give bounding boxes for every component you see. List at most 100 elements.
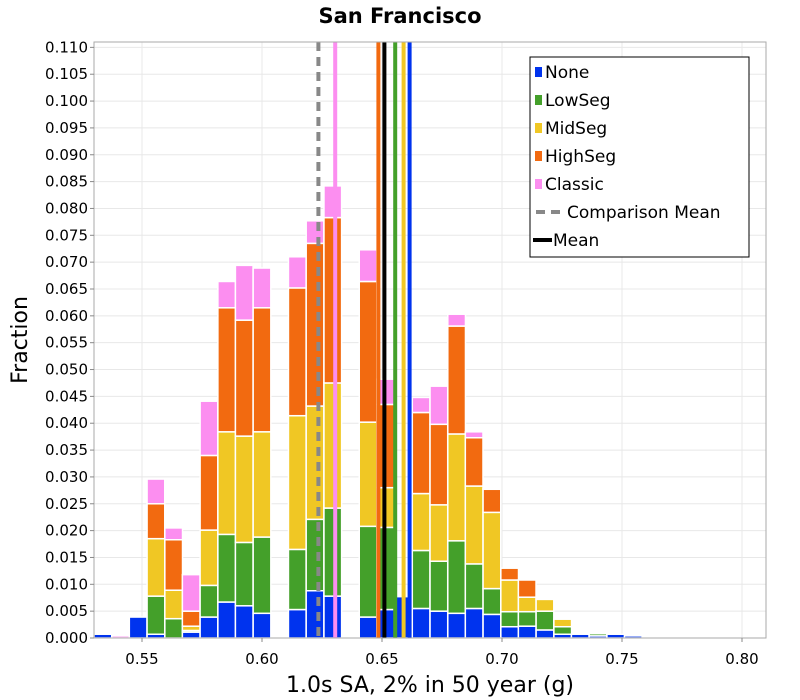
bar-classic-20 <box>447 313 467 327</box>
bar-lowseg-12 <box>305 518 325 592</box>
x-tick-label: 0.65 <box>365 650 398 668</box>
bar-none-6 <box>199 616 219 639</box>
bar-none-25 <box>535 629 555 639</box>
legend-label-classic: Classic <box>545 175 604 195</box>
legend-swatch-none <box>535 67 542 77</box>
bar-highseg-15 <box>358 280 378 423</box>
bar-highseg-22 <box>482 488 502 514</box>
bar-none-23 <box>500 625 520 639</box>
y-tick-label: 0.100 <box>45 92 88 110</box>
bar-none-18 <box>411 607 431 639</box>
bar-midseg-13 <box>323 382 343 509</box>
y-tick-label: 0.005 <box>45 602 88 620</box>
x-axis-label: 1.0s SA, 2% in 50 year (g) <box>286 673 574 698</box>
bar-midseg-20 <box>447 433 467 542</box>
bar-lowseg-3 <box>146 595 166 635</box>
x-tick-label: 0.80 <box>725 650 758 668</box>
bar-lowseg-28 <box>588 632 608 637</box>
bar-highseg-7 <box>217 307 237 433</box>
y-tick-label: 0.085 <box>45 173 88 191</box>
bar-midseg-4 <box>164 589 184 620</box>
bar-lowseg-23 <box>500 610 520 628</box>
legend: None LowSeg MidSeg HighSeg Classic Comparison… <box>529 56 750 258</box>
bar-highseg-23 <box>500 567 520 581</box>
y-tick-label: 0.015 <box>45 548 88 566</box>
reference-lines <box>316 42 412 638</box>
bar-none-9 <box>252 612 272 639</box>
bar-midseg-19 <box>429 504 449 562</box>
bar-lowseg-20 <box>447 540 467 615</box>
bar-none-13 <box>323 595 343 639</box>
y-tick-label: 0.035 <box>45 441 88 459</box>
bar-midseg-3 <box>146 537 166 597</box>
x-tick-label: 0.75 <box>605 650 638 668</box>
bar-highseg-24 <box>517 579 537 598</box>
bar-none-19 <box>429 610 449 639</box>
bar-midseg-15 <box>358 421 378 528</box>
bar-lowseg-11 <box>287 548 307 611</box>
bar-classic-15 <box>358 249 378 283</box>
y-tick-label: 0.025 <box>45 495 88 513</box>
bar-midseg-8 <box>234 435 254 544</box>
bar-none-8 <box>234 605 254 639</box>
bar-lowseg-8 <box>234 541 254 607</box>
y-tick-label: 0.030 <box>45 468 88 486</box>
bar-lowseg-13 <box>323 507 343 597</box>
bar-highseg-19 <box>429 423 449 506</box>
bar-lowseg-24 <box>517 610 537 627</box>
y-tick-label: 0.010 <box>45 575 88 593</box>
bar-classic-18 <box>411 396 431 414</box>
bar-midseg-12 <box>305 405 325 521</box>
bar-midseg-24 <box>517 596 537 613</box>
bar-midseg-11 <box>287 414 307 551</box>
bar-midseg-21 <box>464 485 484 565</box>
bar-classic-12 <box>305 220 325 245</box>
bar-highseg-18 <box>411 411 431 495</box>
x-tick-label: 0.60 <box>245 650 278 668</box>
chart-title: San Francisco <box>318 4 481 28</box>
bar-classic-7 <box>217 280 237 309</box>
legend-swatch-classic <box>535 179 542 189</box>
bar-highseg-12 <box>305 242 325 407</box>
legend-swatch-lowseg <box>535 95 542 105</box>
bar-lowseg-26 <box>553 625 573 635</box>
y-tick-label: 0.070 <box>45 253 88 271</box>
bar-highseg-13 <box>323 216 343 384</box>
y-tick-label: 0.060 <box>45 307 88 325</box>
bar-none-29 <box>606 633 626 639</box>
bar-midseg-9 <box>252 431 272 538</box>
y-tick-label: 0.080 <box>45 199 88 217</box>
y-tick-label: 0.110 <box>45 38 88 56</box>
bar-classic-21 <box>464 431 484 439</box>
x-tick-label: 0.55 <box>125 650 158 668</box>
bar-classic-19 <box>429 385 449 426</box>
bar-none-21 <box>464 607 484 639</box>
y-tick-label: 0.055 <box>45 334 88 352</box>
y-tick-label: 0.105 <box>45 65 88 83</box>
legend-box <box>529 56 750 258</box>
bar-highseg-6 <box>199 454 219 531</box>
bar-midseg-6 <box>199 529 219 587</box>
x-tick-label: 0.70 <box>485 650 518 668</box>
bar-highseg-20 <box>447 325 467 435</box>
legend-label-midseg: MidSeg <box>545 119 607 139</box>
y-tick-label: 0.040 <box>45 414 88 432</box>
bar-classic-6 <box>199 400 219 457</box>
bar-lowseg-9 <box>252 536 272 615</box>
y-tick-label: 0.095 <box>45 119 88 137</box>
legend-label-mean: Mean <box>553 231 599 251</box>
bar-lowseg-25 <box>535 610 555 631</box>
bar-highseg-9 <box>252 307 272 433</box>
plot-area-frame <box>93 41 767 639</box>
legend-swatch-highseg <box>535 151 542 161</box>
bar-highseg-8 <box>234 319 254 437</box>
bar-midseg-26 <box>553 618 573 628</box>
bar-midseg-7 <box>217 431 237 536</box>
y-tick-label: 0.020 <box>45 522 88 540</box>
y-tick-label: 0.045 <box>45 387 88 405</box>
bar-highseg-5 <box>181 610 201 627</box>
bar-classic-8 <box>234 264 254 321</box>
bar-classic-5 <box>181 573 201 612</box>
bar-midseg-25 <box>535 598 555 612</box>
